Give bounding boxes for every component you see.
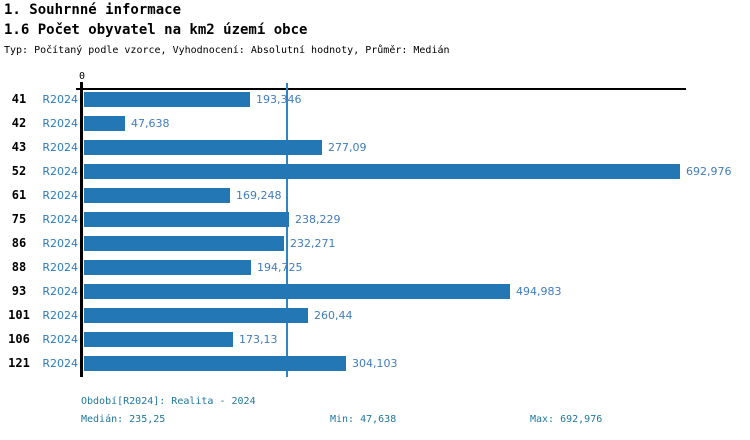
bar (84, 164, 680, 179)
footer-period-label: Období[R2024]: Realita - 2024 (81, 396, 256, 407)
row-category-label: 106 (8, 332, 30, 346)
row-series-label: R2024 (42, 333, 78, 346)
row-series-label: R2024 (42, 189, 78, 202)
x-axis-zero-label: 0 (78, 71, 86, 82)
row-category-label: 88 (11, 260, 27, 274)
row-series-label: R2024 (42, 93, 78, 106)
median-marker-line (286, 83, 288, 377)
footer-min-label: Min: 47,638 (330, 414, 397, 425)
row-category-label: 75 (11, 212, 27, 226)
chart-subtitle: Typ: Počítaný podle vzorce, Vyhodnocení:… (4, 45, 450, 56)
bar (84, 308, 308, 323)
row-series-label: R2024 (42, 309, 78, 322)
bar (84, 212, 289, 227)
row-category-label: 41 (11, 92, 27, 106)
row-series-label: R2024 (42, 357, 78, 370)
row-series-label: R2024 (42, 237, 78, 250)
bar (84, 332, 233, 347)
bar (84, 356, 346, 371)
row-series-label: R2024 (42, 261, 78, 274)
report-section-title: 1. Souhrnné informace (4, 2, 182, 18)
row-series-label: R2024 (42, 141, 78, 154)
row-series-label: R2024 (42, 213, 78, 226)
bar-value-label: 238,229 (295, 213, 341, 226)
row-category-label: 101 (8, 308, 30, 322)
chart-title: 1.6 Počet obyvatel na km2 území obce (4, 22, 308, 38)
x-axis-line (76, 88, 686, 90)
bar-value-label: 232,271 (290, 237, 336, 250)
row-category-label: 86 (11, 236, 27, 250)
bar (84, 116, 125, 131)
bar (84, 140, 322, 155)
bar-value-label: 169,248 (236, 189, 282, 202)
bar-value-label: 47,638 (131, 117, 170, 130)
y-axis-line (80, 82, 83, 377)
bar-value-label: 494,983 (516, 285, 562, 298)
bar (84, 92, 250, 107)
bar-value-label: 304,103 (352, 357, 398, 370)
row-series-label: R2024 (42, 285, 78, 298)
row-category-label: 42 (11, 116, 27, 130)
bar-value-label: 277,09 (328, 141, 367, 154)
bar-value-label: 193,346 (256, 93, 302, 106)
bar (84, 260, 251, 275)
bar (84, 236, 284, 251)
row-category-label: 121 (8, 356, 30, 370)
row-category-label: 93 (11, 284, 27, 298)
row-series-label: R2024 (42, 165, 78, 178)
bar-value-label: 692,976 (686, 165, 732, 178)
footer-max-label: Max: 692,976 (530, 414, 603, 425)
row-category-label: 52 (11, 164, 27, 178)
bar-value-label: 260,44 (314, 309, 353, 322)
row-category-label: 43 (11, 140, 27, 154)
bar (84, 188, 230, 203)
footer-median-label: Medián: 235,25 (81, 414, 166, 425)
row-series-label: R2024 (42, 117, 78, 130)
bar-value-label: 194,725 (257, 261, 303, 274)
bar-value-label: 173,13 (239, 333, 278, 346)
bar (84, 284, 510, 299)
row-category-label: 61 (11, 188, 27, 202)
